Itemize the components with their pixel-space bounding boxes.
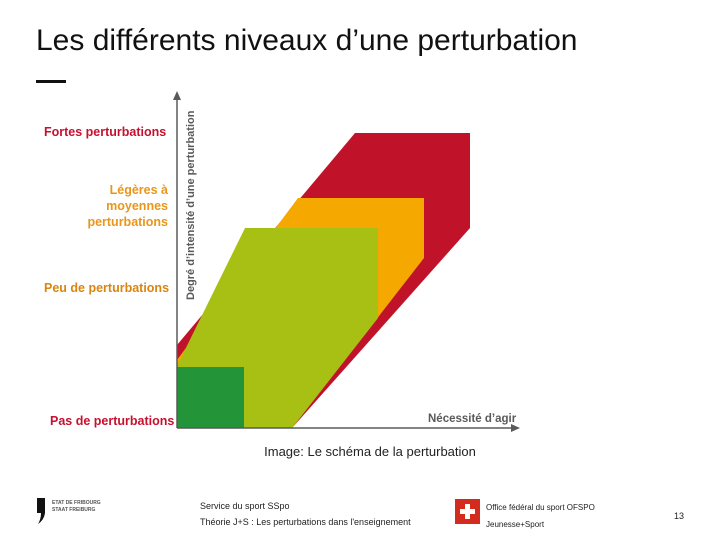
footer-office: Office fédéral du sport OFSPO Jeunesse+S… xyxy=(486,499,595,533)
x-axis-label: Nécessité d’agir xyxy=(428,413,517,425)
y-axis-label: Degré d’intensité d’une perturbation xyxy=(185,110,197,300)
image-caption: Image: Le schéma de la perturbation xyxy=(264,444,476,459)
level-label-light: Légères à moyennes perturbations xyxy=(48,182,168,230)
level-label-strong: Fortes perturbations xyxy=(44,125,167,139)
footer-service: Service du sport SSpo Théorie J+S : Les … xyxy=(200,498,411,530)
level-label-light-line1: Légères à moyennes xyxy=(106,183,168,213)
swiss-cross-icon xyxy=(455,499,480,524)
level-label-light-line2: perturbations xyxy=(87,215,168,229)
level-label-none: Pas de perturbations xyxy=(50,414,175,428)
x-axis-arrow-icon xyxy=(511,424,520,432)
canton-logo-icon xyxy=(37,498,45,524)
canton-name-line2: STAAT FREIBURG xyxy=(52,507,96,513)
page-number: 13 xyxy=(674,511,685,521)
y-axis-arrow-icon xyxy=(173,91,181,100)
footer-office-line2: Jeunesse+Sport xyxy=(486,520,545,529)
footer-service-line2: Théorie J+S : Les perturbations dans l'e… xyxy=(200,517,411,527)
canton-name-line1: ETAT DE FRIBOURG xyxy=(52,500,101,506)
level-label-few: Peu de perturbations xyxy=(44,281,170,295)
zone-no-perturbations xyxy=(177,367,244,428)
title-underline xyxy=(36,80,66,83)
slide-title: Les différents niveaux d’une perturbatio… xyxy=(36,24,578,57)
canton-name: ETAT DE FRIBOURG STAAT FREIBURG xyxy=(52,500,101,514)
footer-service-line1: Service du sport SSpo xyxy=(200,501,290,511)
footer-office-line1: Office fédéral du sport OFSPO xyxy=(486,503,595,512)
